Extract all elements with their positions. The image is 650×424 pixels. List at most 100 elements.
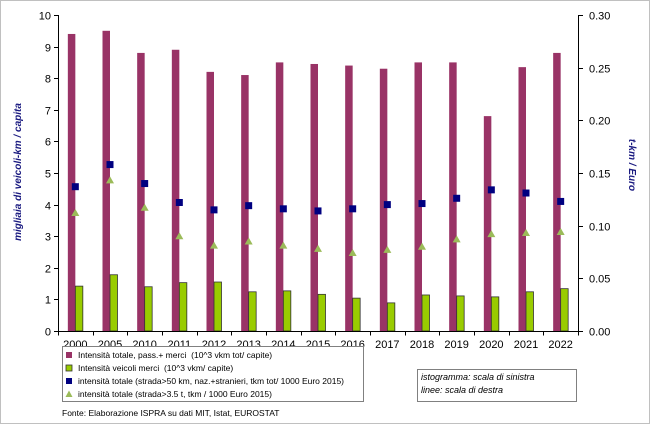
bar-freight-vehicle-intensity-2005 [109,274,118,332]
bar-total-intensity-2019 [449,62,457,332]
marker-road-3-5t-intensity-2021 [522,229,530,237]
y-tick-label: 8 [45,74,51,86]
marker-road-3-5t-intensity-2016 [348,249,357,257]
marker-road-50km-intensity-2022 [557,197,565,205]
y-tick-label: 4 [45,201,51,213]
marker-road-3-5t-intensity-2011 [175,232,184,240]
y2-tick-label: 0.30 [589,11,610,23]
bar-freight-vehicle-intensity-2014 [282,290,292,332]
x-tick-label: 2019 [444,339,468,351]
legend-marker-freight-vehicle-intensity [65,364,73,372]
x-tick-label: 2022 [548,339,572,351]
y-tick-label: 0 [45,327,51,339]
y-tick-label: 2 [45,264,51,276]
legend-marker-total-intensity [66,352,72,358]
bar-total-intensity-2012 [206,71,214,331]
legend-marker-road-3-5t-intensity [65,390,73,397]
legend-item-freight-vehicle-intensity: Intensità veicoli merci (10^3 vkm/ capit… [65,363,233,373]
bar-total-intensity-2020 [483,116,492,332]
bar-total-intensity-2005 [102,30,110,332]
marker-road-50km-intensity-2015 [314,207,322,215]
x-tick-label: 2018 [410,339,434,351]
marker-road-50km-intensity-2013 [245,202,253,210]
y-tick-label: 5 [45,169,51,181]
y-tick-label: 10 [39,11,51,23]
bar-freight-vehicle-intensity-2021 [525,291,534,332]
bar-total-intensity-2011 [171,49,180,331]
legend-item-total-intensity: Intensità totale, pass.+ merci (10^3 vkm… [66,350,272,360]
marker-road-50km-intensity-2010 [141,180,149,188]
bar-freight-vehicle-intensity-2010 [144,286,153,332]
marker-road-50km-intensity-2021 [522,189,530,197]
scale-note-box [417,369,577,402]
legend-item-road-50km-intensity: intensità totale (strada>50 km, naz.+str… [66,376,344,386]
bar-freight-vehicle-intensity-2017 [386,302,396,332]
legend-item-road-3-5t-intensity: intensità totale (strada>3.5 t, tkm / 10… [65,389,272,399]
scale-note-lines: linee: scala di destra [421,385,503,395]
y-tick-label: 1 [45,295,51,307]
marker-road-50km-intensity-2018 [418,200,426,208]
marker-road-3-5t-intensity-2010 [140,203,149,211]
marker-road-50km-intensity-2016 [349,205,357,213]
bar-freight-vehicle-intensity-2012 [213,281,222,332]
y-tick-label: 6 [45,137,51,149]
x-tick-label: 2020 [479,339,503,351]
bar-total-intensity-2013 [241,75,249,331]
marker-road-50km-intensity-2005 [106,161,114,169]
legend-box [62,346,364,402]
legend-label-freight-vehicle-intensity: Intensità veicoli merci (10^3 vkm/ capit… [78,363,233,373]
marker-road-3-5t-intensity-2020 [487,230,496,238]
marker-road-50km-intensity-2011 [175,198,183,206]
bar-total-intensity-2017 [379,68,388,331]
marker-road-3-5t-intensity-2019 [452,235,461,243]
scale-note: istogramma: scala di sinistra linee: sca… [417,369,577,402]
bar-freight-vehicle-intensity-2019 [456,295,465,332]
bar-total-intensity-2015 [310,63,318,331]
legend-label-road-50km-intensity: intensità totale (strada>50 km, naz.+str… [78,376,344,386]
marker-road-3-5t-intensity-2005 [106,176,114,184]
marker-road-50km-intensity-2014 [279,205,287,213]
bar-freight-vehicle-intensity-2013 [248,291,257,332]
legend-marker-road-50km-intensity [66,378,72,384]
y2-tick-label: 0.10 [589,222,610,234]
bar-total-intensity-2014 [275,62,284,332]
bar-total-intensity-2000 [67,33,76,332]
bar-freight-vehicle-intensity-2015 [317,293,326,332]
legend-label-total-intensity: Intensità totale, pass.+ merci (10^3 vkm… [78,350,272,360]
y2-tick-label: 0.25 [589,64,610,76]
y2-axis-title: t-km / Euro [626,139,637,191]
x-tick-label: 2021 [514,339,538,351]
y2-tick-label: 0.15 [589,169,610,181]
marker-road-3-5t-intensity-2014 [279,241,288,249]
bar-freight-vehicle-intensity-2020 [490,296,500,332]
bar-total-intensity-2022 [553,52,561,332]
bar-freight-vehicle-intensity-2018 [421,294,430,332]
bar-total-intensity-2016 [345,65,353,331]
marker-road-3-5t-intensity-2022 [556,227,565,235]
x-tick-label: 2017 [375,339,399,351]
y-tick-label: 7 [45,106,51,118]
legend: Intensità totale, pass.+ merci (10^3 vkm… [62,346,364,402]
bar-total-intensity-2010 [137,52,145,332]
bar-freight-vehicle-intensity-2022 [560,288,569,332]
marker-road-50km-intensity-2020 [487,186,495,194]
y2-tick-label: 0.00 [589,327,610,339]
bar-total-intensity-2021 [518,67,526,331]
bar-freight-vehicle-intensity-2011 [178,282,188,332]
marker-road-50km-intensity-2019 [453,194,461,202]
bar-total-intensity-2018 [414,62,422,332]
marker-road-3-5t-intensity-2013 [244,237,253,245]
y2-tick-label: 0.05 [589,274,610,286]
source-note: Fonte: Elaborazione ISPRA su dati MIT, I… [62,408,279,418]
bar-freight-vehicle-intensity-2000 [74,285,84,332]
marker-road-3-5t-intensity-2000 [71,209,80,217]
marker-road-3-5t-intensity-2018 [418,242,426,250]
y-tick-label: 9 [45,43,51,55]
marker-road-50km-intensity-2012 [210,206,218,214]
marker-road-50km-intensity-2000 [71,183,79,191]
marker-road-50km-intensity-2017 [383,201,391,209]
y-tick-label: 3 [45,232,51,244]
scale-note-bars: istogramma: scala di sinistra [421,372,535,382]
marker-road-3-5t-intensity-2012 [210,241,218,249]
